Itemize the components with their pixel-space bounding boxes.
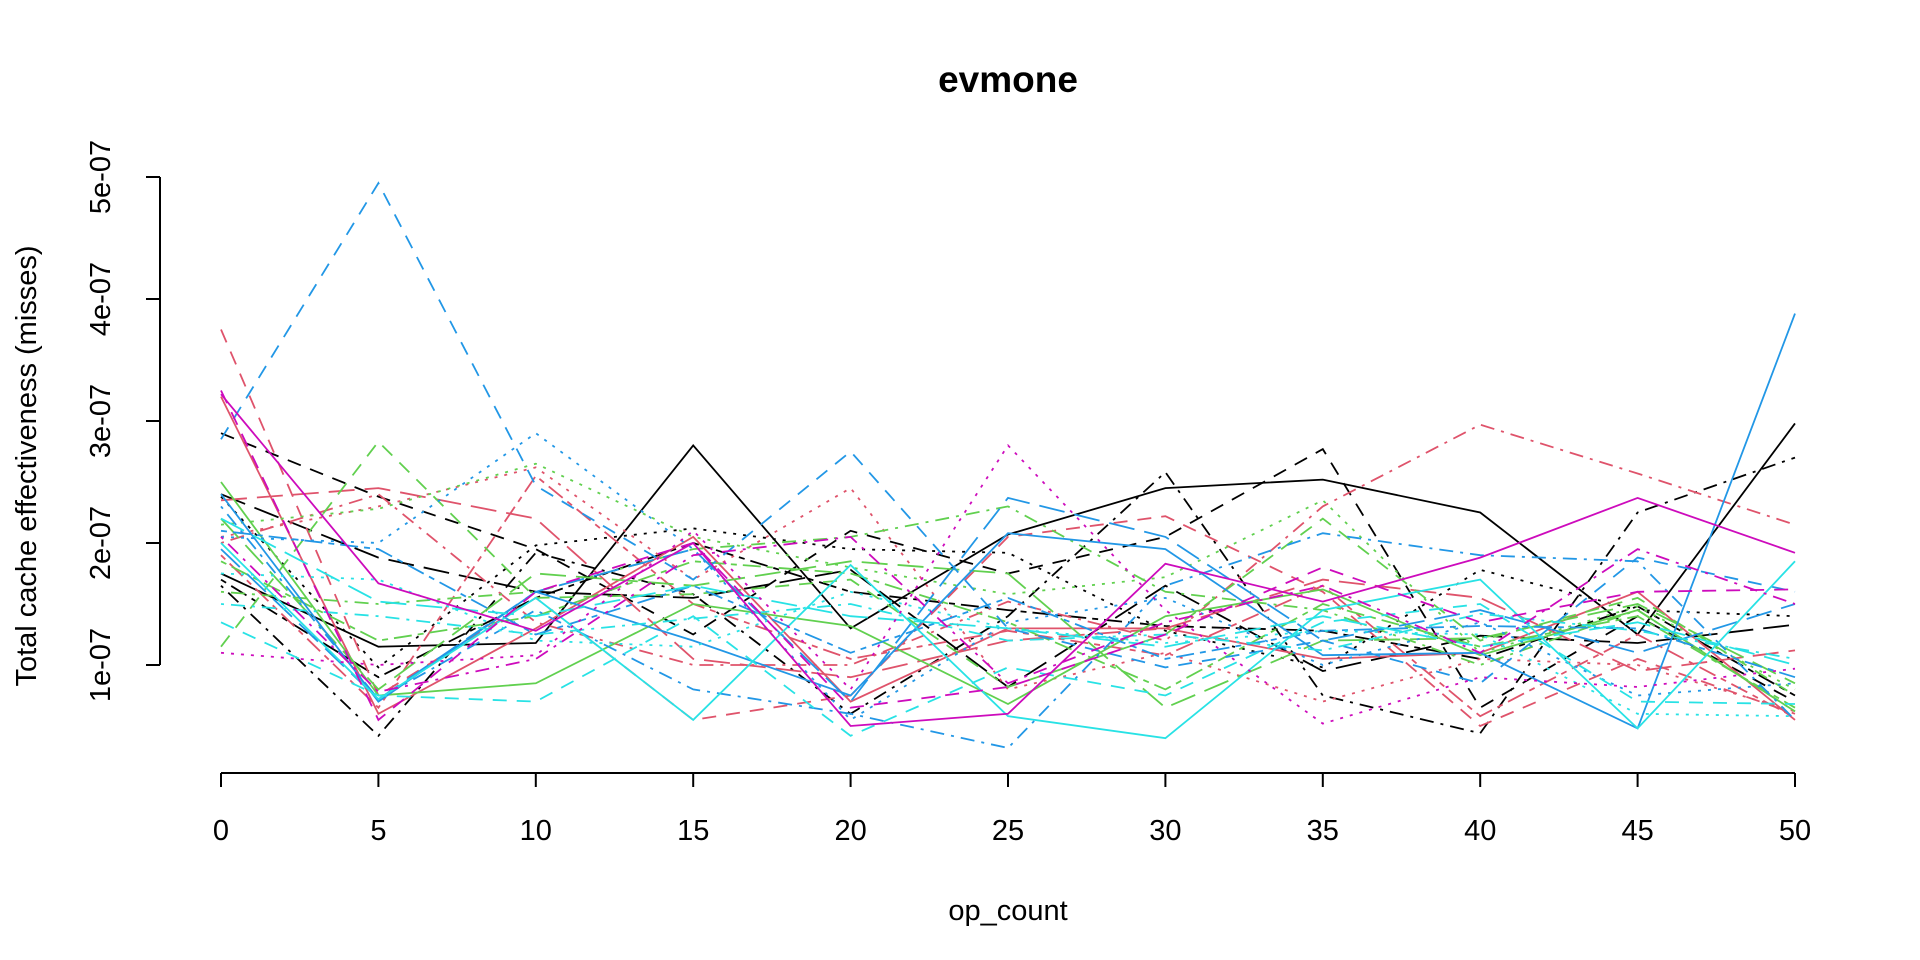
series-line-4: [220, 456, 1796, 738]
series-line-32: [220, 443, 1796, 725]
x-tick-label: 45: [1621, 815, 1653, 847]
series-line-3: [220, 495, 1796, 669]
series-line-18: [220, 560, 1796, 709]
y-axis: 1e-07 2e-07 3e-07 4e-07 5e-07: [85, 140, 161, 702]
series-layer: [220, 181, 1796, 749]
series-line-20: [220, 181, 1796, 685]
x-tick-label: 25: [992, 815, 1024, 847]
chart-title: evmone: [938, 59, 1078, 100]
x-tick-label: 15: [677, 815, 709, 847]
series-line-28: [220, 603, 1796, 660]
x-tick-label: 50: [1779, 815, 1811, 847]
x-tick-label: 40: [1464, 815, 1496, 847]
series-line-8: [220, 329, 1796, 728]
series-line-14: [220, 440, 1796, 697]
series-line-22: [220, 505, 1796, 749]
x-tick-label: 35: [1307, 815, 1339, 847]
x-tick-label: 10: [520, 815, 552, 847]
series-line-29: [220, 517, 1796, 666]
series-line-6: [220, 542, 1796, 697]
x-tick-label: 20: [834, 815, 866, 847]
series-line-16: [220, 505, 1796, 713]
series-line-12: [220, 474, 1796, 719]
x-axis-label: op_count: [948, 895, 1067, 927]
y-tick-label: 5e-07: [85, 140, 117, 214]
x-tick-label: 30: [1149, 815, 1181, 847]
x-tick-label: 0: [213, 815, 229, 847]
series-line-24: [220, 529, 1796, 679]
x-axis: 0 5 10 15 20 25 30 35 40 45 50: [213, 772, 1811, 847]
series-line-21: [220, 432, 1796, 722]
series-line-13: [220, 481, 1796, 713]
x-tick-label: 5: [370, 815, 386, 847]
y-tick-label: 3e-07: [85, 384, 117, 458]
y-tick-label: 2e-07: [85, 506, 117, 580]
series-line-10: [220, 423, 1796, 666]
series-line-30: [220, 393, 1796, 727]
series-line-33: [220, 535, 1796, 693]
series-line-2: [220, 432, 1796, 709]
series-line-25: [220, 542, 1796, 740]
y-tick-label: 1e-07: [85, 628, 117, 702]
series-line-17: [220, 517, 1796, 709]
y-tick-label: 4e-07: [85, 262, 117, 336]
series-line-1: [220, 422, 1796, 648]
y-axis-label: Total cache effectiveness (misses): [11, 245, 43, 686]
